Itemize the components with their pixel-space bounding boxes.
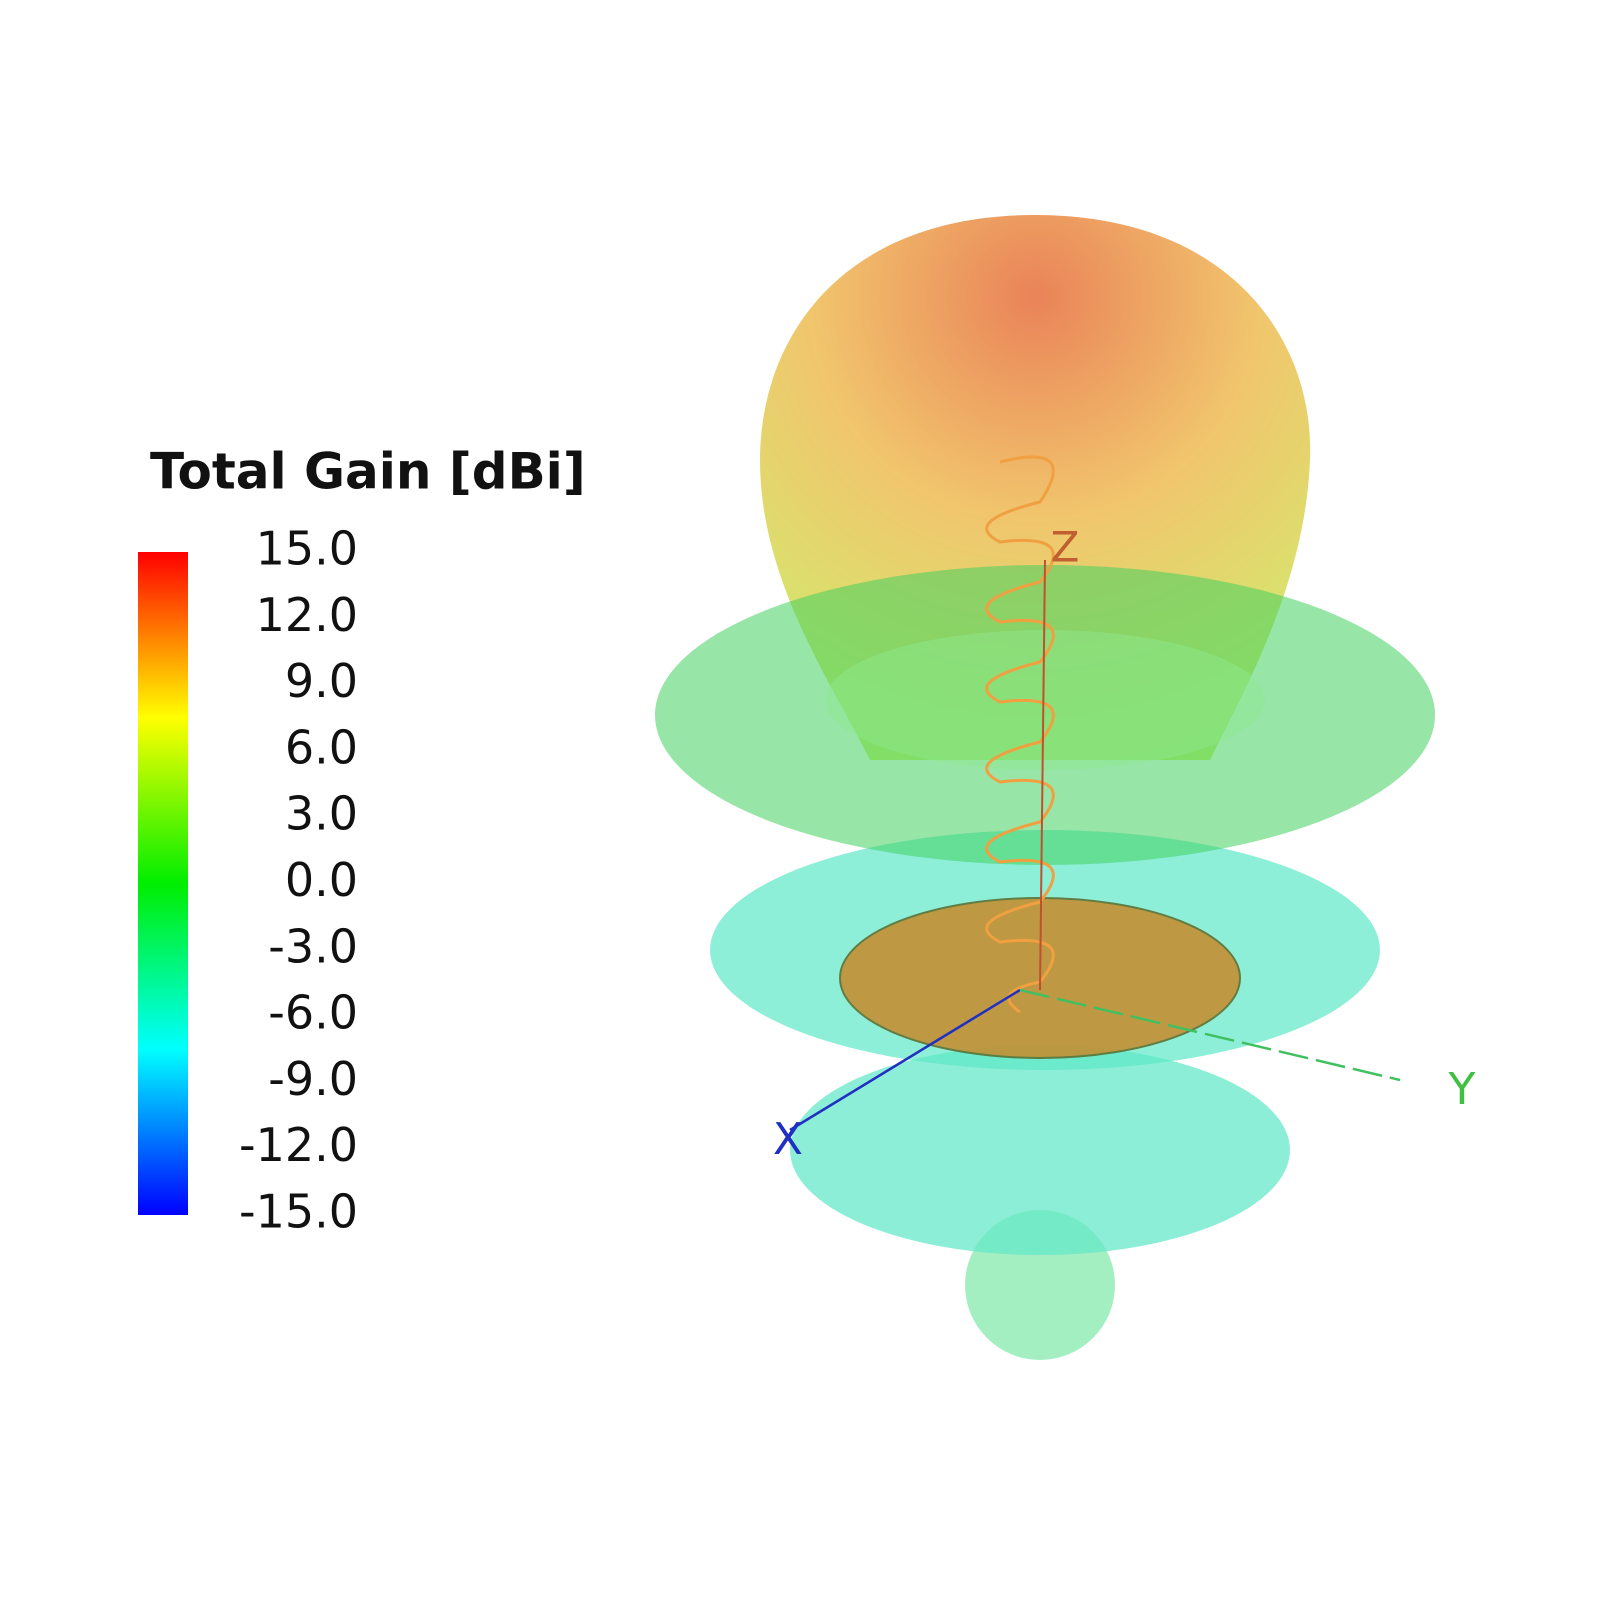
tick-label: -12.0 <box>239 1118 358 1172</box>
tick-label: -6.0 <box>268 986 358 1040</box>
x-axis-label: X <box>773 1114 803 1165</box>
y-axis-label: Y <box>1448 1064 1476 1115</box>
tick-label: -9.0 <box>268 1052 358 1106</box>
tick-label: 0.0 <box>285 853 358 907</box>
z-axis-label: Z <box>1051 523 1080 572</box>
pattern <box>655 215 1435 1360</box>
colorbar-title: Total Gain [dBi] <box>150 443 586 501</box>
colorbar <box>138 552 188 1215</box>
tick-label: -3.0 <box>268 919 358 973</box>
tick-label: 3.0 <box>285 787 358 841</box>
tick-label: 15.0 <box>256 522 358 576</box>
tick-label: 12.0 <box>256 588 358 642</box>
tick-label: 9.0 <box>285 654 358 708</box>
tick-label: 6.0 <box>285 720 358 774</box>
tick-label: -15.0 <box>239 1185 358 1239</box>
